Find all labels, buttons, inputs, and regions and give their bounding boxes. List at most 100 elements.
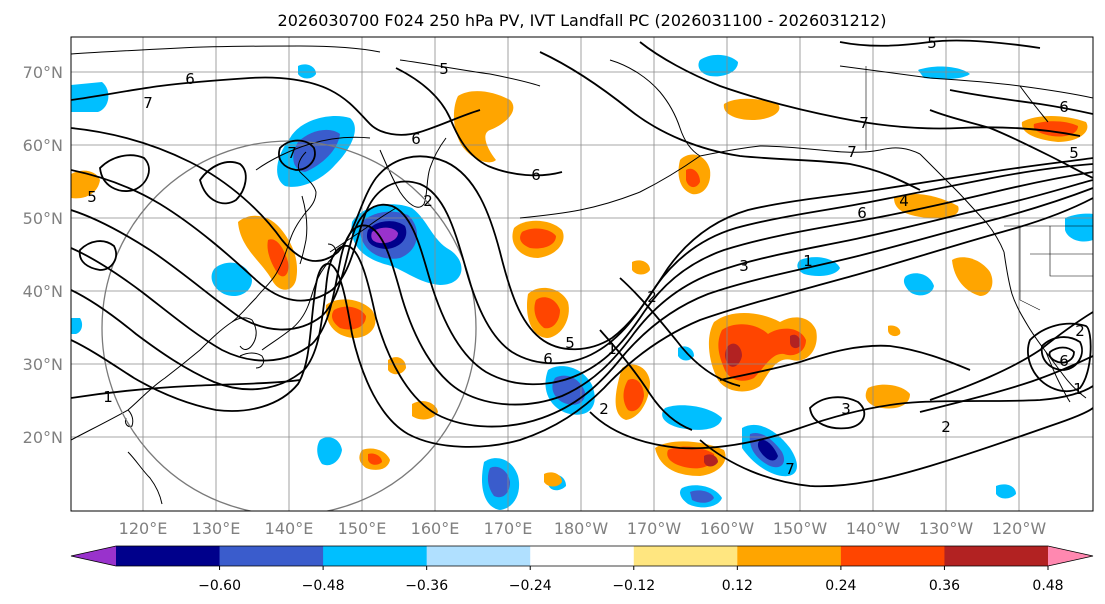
shade-darkred-hawaii-north-2 [790,334,801,349]
contour-east-loop-2 [1027,322,1092,393]
shade-blue-central-3-inner [690,490,714,503]
contour-label: 1 [103,388,113,406]
contour-label: 1 [1073,380,1083,398]
shade-darkred-hawaii-east [704,454,718,467]
colorbar-tick-label: −0.24 [509,578,552,594]
coast-aleutians [519,155,701,219]
contour-north-6 [639,41,1081,137]
lon-label: 130°W [919,519,974,538]
colorbar-tick-label: 0.48 [1032,578,1063,594]
map-title: 2026030700 F024 250 hPa PV, IVT Landfall… [278,11,887,30]
contour-jet-6 [71,197,1093,448]
shade-blue-conus [903,273,934,296]
coastlines [71,45,1093,505]
contour-label: 6 [185,70,195,88]
coast-siberia-north [71,45,381,55]
lon-label: 160°W [700,519,755,538]
shade-purple-japan-east [371,227,398,244]
contour-jet-3 [71,171,1093,386]
shade-blue-hawaii-south-dark [757,439,778,461]
shade-orange-conus [952,257,993,296]
lon-label: 160°E [411,519,460,538]
lat-label: 30°N [23,355,63,374]
lon-label: 140°E [265,519,314,538]
contour-labels: 5 6 7 5 6 7 6 5 7 6 2 7 3 1 2 1 6 5 2 4 [87,37,1085,478]
contour-north-3 [278,139,316,171]
colorbar-swatch [633,546,738,566]
lon-label: 120°W [992,519,1047,538]
great-circle-outline [101,140,477,511]
contour-east-loop-4 [1048,346,1075,364]
contour-label: 6 [531,166,541,184]
contour-north-5 [539,51,921,191]
contour-west-1 [78,240,117,271]
shade-red-gulf-alaska [686,168,700,188]
shade-red-central-1 [534,297,560,329]
shade-orange-small-3 [544,472,562,487]
contour-label: 1 [607,340,617,358]
colorbar-swatch [116,546,221,566]
contour-label: 7 [785,460,795,478]
lon-label: 180°W [554,519,609,538]
lat-label: 20°N [23,428,63,447]
contour-label: 5 [87,188,97,206]
colorbar-swatch [323,546,428,566]
colorbar-swatch [840,546,945,566]
contour-label: 3 [841,400,851,418]
coast-alaska-south [699,145,921,157]
shade-blue-alaska-north [698,54,738,77]
contour-label: 3 [739,257,749,275]
shade-orange-small-1 [632,260,650,275]
shade-blue-southeast-pac [996,484,1016,499]
map-frame [70,36,1094,512]
shade-orange-nw-canada [723,98,780,120]
border-us-states-1 [1019,226,1041,311]
colorbar-swatch [426,546,531,566]
coast-japan-south [239,352,265,369]
lon-label: 130°E [192,519,241,538]
contour-label: 6 [1059,98,1069,116]
contour-label: 2 [941,418,951,436]
lat-label: 60°N [23,136,63,155]
contour-label: 6 [1059,352,1069,370]
colorbar-swatches [71,546,1093,566]
colorbar-tick-label: −0.48 [302,578,345,594]
shade-red-sakhalin [267,239,289,277]
lon-label: 170°E [484,519,533,538]
shade-orange-ne-pac [865,384,910,409]
shade-red-central-2 [623,378,644,412]
contour-central-2 [599,329,693,431]
contour-label: 7 [143,94,153,112]
contour-label: 2 [1075,322,1085,340]
colorbar-tick-label: −0.60 [198,578,241,594]
colorbar-extend-low [71,546,116,566]
contour-north-1 [71,76,481,136]
contour-label: 7 [859,114,869,132]
contour-east-lines-2 [919,355,1093,413]
shade-blue-tropical-1-inner [487,466,510,498]
lon-label: 170°W [627,519,682,538]
shade-darkred-hawaii-north [725,343,742,367]
colorbar-outline [70,545,1094,567]
shade-red-trop-1 [368,453,382,465]
contour-jet-1 [71,127,1093,351]
contour-jet-5 [71,187,1093,428]
colorbar-swatch [219,546,324,566]
colorbar-tick-label: 0.36 [929,578,960,594]
contour-north-2 [199,161,247,205]
contour-label: 2 [647,288,657,306]
contour-south-3 [699,407,1093,488]
border-us-states-2 [1049,226,1093,277]
lat-label: 50°N [23,209,63,228]
shade-orange-small-2 [888,325,901,337]
colorbar: −0.60 −0.48 −0.36 −0.24 −0.12 0.12 0.24 0.36 0.4… [70,545,1094,594]
contour-label: 5 [439,60,449,78]
shade-red-hudson [1033,121,1078,137]
contour-label: 6 [411,130,421,148]
coast-chukotka [399,59,541,87]
contour-label: 7 [847,143,857,161]
coast-kurils [329,207,397,253]
contour-central-1 [619,277,741,387]
pv-shading [71,54,1093,510]
